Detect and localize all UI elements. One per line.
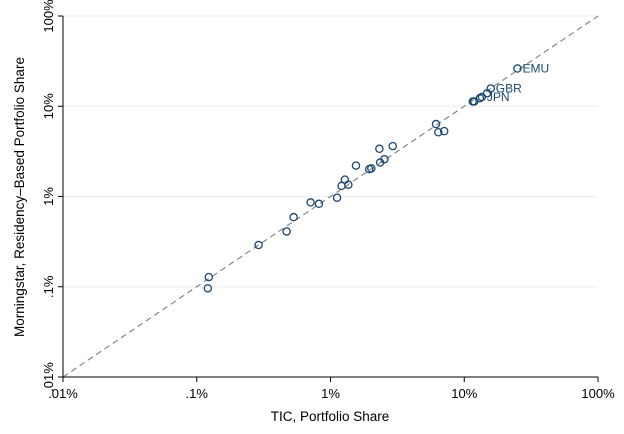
y-tick-label: .01%	[41, 362, 56, 392]
data-point	[203, 284, 213, 293]
data-point	[254, 240, 263, 250]
points-layer	[203, 64, 522, 293]
data-point	[351, 161, 361, 170]
x-tick-label: 1%	[321, 386, 340, 401]
point-label: JPN	[487, 90, 510, 104]
data-point	[375, 144, 384, 154]
data-point	[388, 141, 397, 151]
x-axis-title: TIC, Portfolio Share	[271, 409, 390, 424]
point-label: EMU	[522, 61, 549, 75]
data-point	[513, 64, 522, 73]
data-point	[431, 119, 441, 129]
data-point	[306, 198, 315, 207]
reference-line	[62, 15, 599, 378]
data-point	[439, 126, 449, 136]
y-axis-title: Morningstar, Residency–Based Portfolio S…	[12, 57, 27, 337]
data-point	[204, 272, 214, 282]
data-point	[289, 212, 298, 222]
y-ticks: .01% .1% 1% 10% 100%	[41, 0, 63, 392]
y-tick-label: 1%	[41, 187, 56, 206]
data-point	[314, 199, 324, 209]
x-tick-label: .01%	[48, 386, 78, 401]
data-point	[434, 128, 443, 137]
y-tick-label: 10%	[41, 93, 56, 119]
x-tick-label: 10%	[451, 386, 477, 401]
y-tick-label: .1%	[41, 275, 56, 298]
x-ticks: .01% .1% 1% 10% 100%	[48, 377, 615, 401]
x-tick-label: .1%	[186, 386, 209, 401]
data-point	[486, 84, 495, 93]
reference-line-layer	[62, 15, 599, 378]
x-tick-label: 100%	[581, 386, 615, 401]
data-point	[332, 193, 342, 202]
y-tick-label: 100%	[41, 0, 56, 33]
data-point	[282, 227, 291, 236]
data-point	[367, 164, 376, 173]
data-point	[344, 180, 353, 189]
point-label: GBR	[496, 81, 522, 95]
data-point	[380, 154, 389, 164]
